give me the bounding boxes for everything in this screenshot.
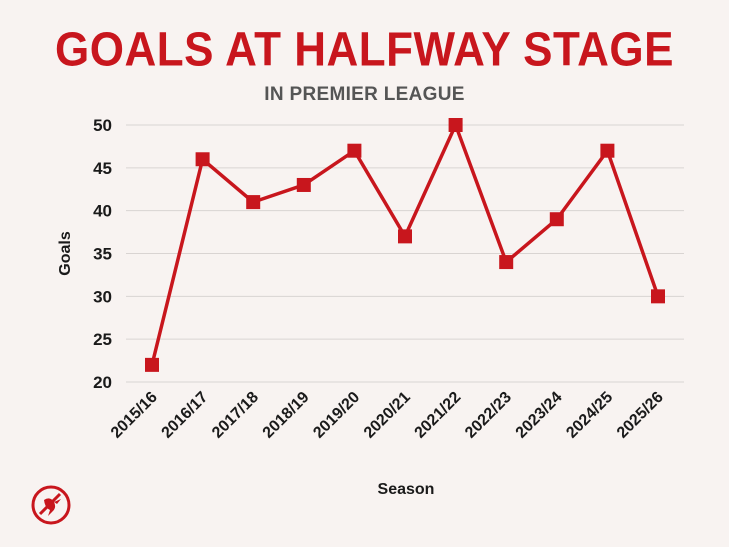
y-tick-label: 20 <box>93 373 112 392</box>
x-tick-label: 2025/26 <box>614 389 667 442</box>
data-point-marker <box>246 195 261 210</box>
x-tick-label: 2019/20 <box>310 389 363 442</box>
chart-subtitle: IN PREMIER LEAGUE <box>264 84 465 105</box>
y-tick-label: 45 <box>93 159 112 178</box>
data-point-marker <box>296 177 311 192</box>
x-tick-label: 2022/23 <box>462 389 515 442</box>
y-tick-label: 35 <box>93 245 112 264</box>
liverbird-crest-icon <box>31 485 71 525</box>
data-point-marker <box>145 357 159 372</box>
data-point-marker <box>499 255 514 270</box>
data-point-marker <box>651 289 665 304</box>
y-tick-label: 25 <box>93 330 112 349</box>
data-point-marker <box>398 229 412 244</box>
series-line <box>150 120 660 366</box>
data-point-marker <box>600 143 615 158</box>
y-axis-ticks: 20 25 30 35 40 45 50 <box>93 116 112 392</box>
x-tick-label: 2023/24 <box>513 389 566 442</box>
gridlines <box>126 124 684 383</box>
x-axis-label: Season <box>378 481 435 498</box>
y-tick-label: 30 <box>93 287 112 306</box>
chart-title: GOALS AT HALFWAY STAGE <box>55 22 674 77</box>
data-point-marker <box>195 152 210 167</box>
series-goals <box>145 118 665 372</box>
data-point-marker <box>549 212 564 227</box>
x-tick-label: 2020/21 <box>361 389 414 442</box>
y-tick-label: 40 <box>93 202 112 221</box>
x-axis-ticks: 2015/162016/172017/182018/192019/202020/… <box>108 389 667 442</box>
y-axis-label: Goals <box>57 231 74 276</box>
data-point-marker <box>448 118 463 132</box>
x-tick-label: 2021/22 <box>412 389 465 442</box>
x-tick-label: 2016/17 <box>159 389 212 442</box>
x-tick-label: 2018/19 <box>260 389 313 442</box>
x-tick-label: 2017/18 <box>209 389 262 442</box>
x-tick-label: 2024/25 <box>563 389 616 442</box>
y-tick-label: 50 <box>93 116 112 135</box>
data-point-marker <box>347 143 362 158</box>
x-tick-label: 2015/16 <box>108 389 161 442</box>
